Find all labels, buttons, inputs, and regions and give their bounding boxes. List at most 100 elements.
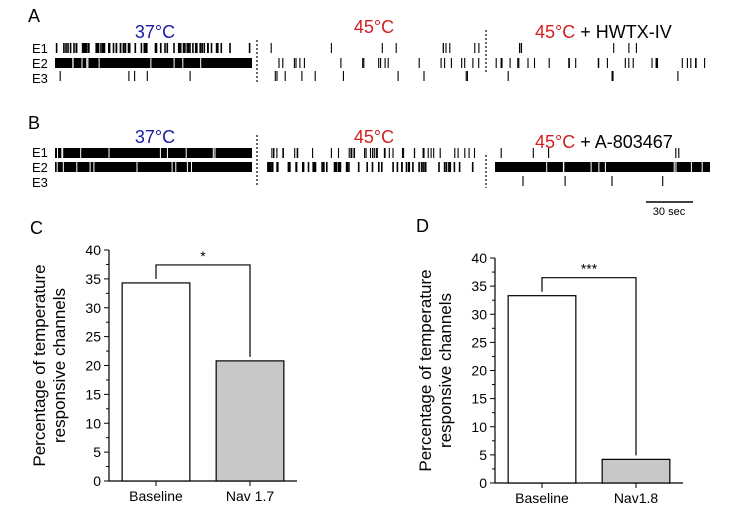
y-tick-label: 0 <box>479 475 487 491</box>
spike-gap <box>175 162 177 172</box>
spike-gap <box>186 162 188 172</box>
y-tick-label: 15 <box>85 386 101 402</box>
bar-1 <box>121 282 191 482</box>
spike-gap <box>200 58 202 68</box>
y-tick-label: 25 <box>471 334 487 350</box>
y-axis-label: Percentage of temperatureresponsive chan… <box>30 264 69 466</box>
spike-gap <box>546 162 548 172</box>
spike-gap <box>166 148 168 158</box>
spike-gap <box>56 162 58 172</box>
y-tick-label: 0 <box>93 473 101 489</box>
spike-burst-block <box>55 162 252 172</box>
spike-gap <box>87 58 89 68</box>
panel-c-letter: C <box>30 218 43 238</box>
y-axis-label-line: Percentage of temperature <box>416 269 435 471</box>
x-category-label: Baseline <box>515 490 569 506</box>
y-tick-label: 30 <box>471 306 487 322</box>
panel-a-spike-raster <box>55 43 706 81</box>
spike-gap <box>150 58 152 68</box>
y-tick-label: 10 <box>471 419 487 435</box>
y-tick-label: 35 <box>85 271 101 287</box>
spike-gap <box>182 58 184 68</box>
panel-b-spike-raster <box>55 148 710 186</box>
bar-chart-d: 0 5 10 15 20 25 30 35 40 Baseline Nav1.8 *** Percent… <box>416 250 683 506</box>
spike-gap <box>562 162 564 172</box>
y-tick-label: 40 <box>85 242 101 258</box>
panel-b-cond3-temp: 45°C <box>535 132 575 152</box>
spike-gap <box>136 162 138 172</box>
panel-a-row-label-e1: E1 <box>32 41 48 56</box>
bar-chart-c: 0 5 10 15 20 25 30 35 40 Baseline Nav 1.7 * Percenta… <box>30 242 297 504</box>
panel-b-letter: B <box>28 113 40 133</box>
panel-a-cond1-label: 37°C <box>135 22 175 42</box>
panel-b-cond3-label: 45°C + A-803467 <box>535 132 673 152</box>
panel-b-row-label-e3: E3 <box>32 175 48 190</box>
spike-gap <box>214 148 216 158</box>
spike-gap <box>173 58 175 68</box>
spike-gap <box>673 162 675 172</box>
panel-a-row-label-e2: E2 <box>32 56 48 71</box>
spike-gap <box>57 148 58 158</box>
panel-b-cond1-label: 37°C <box>135 127 175 147</box>
y-tick-label: 30 <box>85 300 101 316</box>
y-tick-label: 5 <box>479 447 487 463</box>
significance-bracket <box>541 277 637 456</box>
panel-a-letter: A <box>28 6 40 26</box>
panel-b-cond2-label: 45°C <box>354 127 394 147</box>
x-category-label: Baseline <box>129 488 183 504</box>
y-tick-label: 25 <box>85 329 101 345</box>
panel-a-cond3-label: 45°C + HWTX-IV <box>535 22 672 42</box>
spike-burst-block <box>55 58 252 68</box>
spike-gap <box>81 58 83 68</box>
spike-gap <box>212 148 214 158</box>
panel-b-cond3-suffix: + A-803467 <box>575 132 673 152</box>
spike-burst-block <box>55 148 252 158</box>
bar-1 <box>507 295 577 484</box>
significance-label: * <box>200 248 206 264</box>
y-tick-label: 20 <box>471 363 487 379</box>
panel-a: A E1 E2 E3 37°C 45°C 45°C + HWTX-IV <box>28 6 706 86</box>
y-axis-label-line: responsive channels <box>436 293 455 448</box>
spike-gap <box>171 162 173 172</box>
scale-bar-label: 30 sec <box>653 206 686 218</box>
panel-b-cond1-temp: 37°C <box>135 127 175 147</box>
panel-a-cond3-suffix: + HWTX-IV <box>575 22 672 42</box>
y-tick-label: 20 <box>85 358 101 374</box>
panel-b-row-label-e1: E1 <box>32 145 48 160</box>
y-axis-label: Percentage of temperatureresponsive chan… <box>416 269 455 471</box>
spike-gap <box>185 148 187 158</box>
spike-gap <box>62 148 64 158</box>
y-axis-label-line: responsive channels <box>50 288 69 443</box>
spike-gap <box>159 148 161 158</box>
spike-gap <box>61 148 63 158</box>
spike-gap <box>675 162 677 172</box>
spike-gap <box>598 162 600 172</box>
spike-gap <box>93 162 95 172</box>
panel-d-letter: D <box>416 216 429 236</box>
x-category-label: Nav1.8 <box>614 490 659 506</box>
panel-a-row-label-e3: E3 <box>32 71 48 86</box>
panel-a-cond2-label: 45°C <box>354 17 394 37</box>
spike-gap <box>604 162 606 172</box>
y-tick-label: 40 <box>471 250 487 266</box>
panel-a-cond2-temp: 45°C <box>354 17 394 37</box>
y-tick-label: 35 <box>471 278 487 294</box>
spike-gap <box>98 58 100 68</box>
spike-gap <box>62 162 64 172</box>
y-axis-label-line: Percentage of temperature <box>30 264 49 466</box>
panel-b-row-label-e2: E2 <box>32 160 48 175</box>
spike-gap <box>76 162 78 172</box>
spike-gap <box>72 58 74 68</box>
spike-gap <box>86 58 88 68</box>
x-category-label: Nav 1.7 <box>226 488 274 504</box>
spike-burst-block <box>495 162 710 172</box>
y-tick-label: 15 <box>471 391 487 407</box>
spike-gap <box>89 162 91 172</box>
spike-gap <box>191 162 192 172</box>
spike-gap <box>690 162 692 172</box>
panel-b-cond2-temp: 45°C <box>354 127 394 147</box>
spike-gap <box>590 162 592 172</box>
panel-a-cond1-temp: 37°C <box>135 22 175 42</box>
bar-2 <box>215 360 285 482</box>
